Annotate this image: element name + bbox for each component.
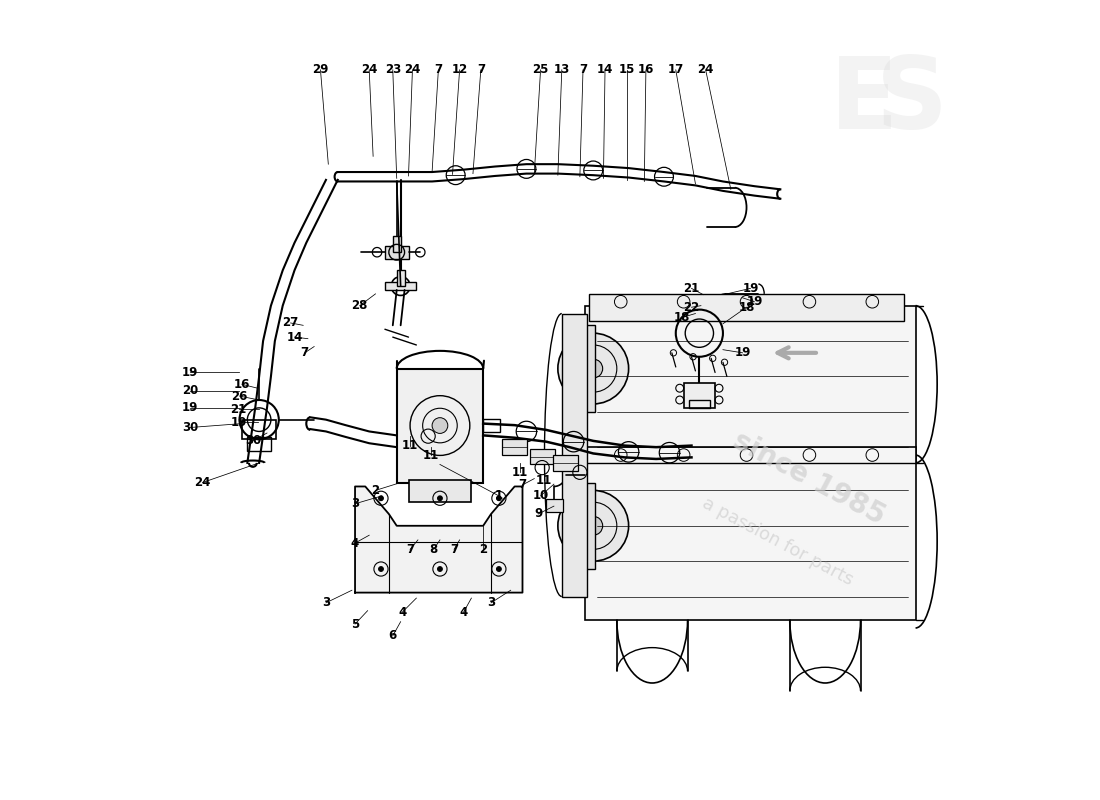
Polygon shape — [355, 486, 522, 593]
Text: 30: 30 — [182, 421, 198, 434]
Text: 3: 3 — [487, 596, 495, 610]
Text: 7: 7 — [406, 543, 414, 556]
Text: S: S — [876, 53, 947, 150]
Bar — [562, 314, 587, 597]
Text: 3: 3 — [322, 596, 330, 610]
Text: 21: 21 — [683, 282, 700, 295]
Text: 16: 16 — [638, 63, 654, 76]
Text: 7: 7 — [450, 543, 459, 556]
Text: 23: 23 — [385, 63, 400, 76]
Text: 7: 7 — [579, 63, 587, 76]
Text: 24: 24 — [361, 63, 377, 76]
Text: 4: 4 — [398, 606, 406, 618]
Text: 12: 12 — [451, 63, 468, 76]
Text: 17: 17 — [668, 63, 684, 76]
Bar — [585, 447, 915, 620]
Bar — [689, 400, 710, 408]
Text: a passion for parts: a passion for parts — [700, 494, 857, 589]
Text: 18: 18 — [738, 301, 755, 314]
Text: 7: 7 — [300, 346, 309, 359]
Bar — [546, 499, 563, 512]
Text: 15: 15 — [619, 63, 635, 76]
Circle shape — [378, 566, 383, 571]
Circle shape — [558, 333, 628, 404]
Text: 11: 11 — [402, 439, 418, 452]
Bar — [242, 420, 276, 439]
Text: E: E — [830, 53, 899, 150]
Text: 19: 19 — [735, 346, 751, 359]
Text: 19: 19 — [746, 295, 762, 308]
Bar — [570, 326, 595, 412]
Text: 29: 29 — [312, 63, 329, 76]
Bar — [683, 382, 715, 408]
Text: 24: 24 — [195, 476, 211, 489]
Text: 19: 19 — [182, 366, 198, 379]
Text: 16: 16 — [233, 378, 250, 390]
Circle shape — [432, 418, 448, 434]
Text: 26: 26 — [231, 390, 248, 402]
Circle shape — [438, 496, 442, 501]
Text: 7: 7 — [476, 63, 485, 76]
Text: 9: 9 — [535, 507, 542, 521]
Bar — [553, 455, 579, 470]
Text: 19: 19 — [742, 282, 759, 295]
Text: 4: 4 — [351, 537, 360, 550]
Bar — [397, 369, 483, 482]
Text: 5: 5 — [351, 618, 360, 630]
Bar — [585, 306, 915, 463]
Text: 19: 19 — [231, 415, 246, 429]
Bar — [408, 480, 472, 502]
Bar — [590, 294, 904, 322]
Text: 18: 18 — [674, 311, 691, 324]
Bar — [385, 246, 408, 258]
Text: 11: 11 — [512, 466, 528, 479]
Text: 3: 3 — [351, 498, 359, 510]
Bar — [529, 449, 554, 465]
Text: 22: 22 — [683, 301, 700, 314]
Bar — [393, 237, 400, 252]
Bar — [483, 419, 500, 432]
Text: 7: 7 — [434, 63, 442, 76]
Text: 11: 11 — [422, 449, 439, 462]
Bar — [570, 482, 595, 569]
Bar — [248, 437, 271, 451]
Text: 21: 21 — [231, 403, 246, 416]
Bar — [397, 270, 405, 286]
Circle shape — [496, 566, 502, 571]
Text: 8: 8 — [429, 543, 438, 556]
Text: 24: 24 — [404, 63, 420, 76]
Text: 6: 6 — [388, 630, 397, 642]
Text: 2: 2 — [372, 484, 379, 497]
Text: 25: 25 — [532, 63, 549, 76]
Text: 14: 14 — [597, 63, 613, 76]
Text: 4: 4 — [460, 606, 467, 618]
Circle shape — [584, 359, 603, 378]
Text: 7: 7 — [518, 478, 527, 491]
Circle shape — [438, 566, 442, 571]
Text: since 1985: since 1985 — [728, 426, 890, 530]
Text: 20: 20 — [182, 384, 198, 397]
Text: 30: 30 — [244, 434, 261, 447]
Bar — [502, 439, 527, 455]
Circle shape — [584, 516, 603, 535]
Text: 10: 10 — [532, 490, 549, 502]
Text: 11: 11 — [536, 474, 552, 486]
Text: 24: 24 — [697, 63, 714, 76]
Text: 2: 2 — [480, 543, 487, 556]
Bar — [385, 282, 417, 290]
Text: 14: 14 — [286, 330, 302, 344]
Text: 19: 19 — [182, 402, 198, 414]
Text: 1: 1 — [495, 490, 503, 502]
Circle shape — [378, 496, 383, 501]
Circle shape — [496, 496, 502, 501]
Text: 13: 13 — [553, 63, 570, 76]
Text: 28: 28 — [352, 299, 367, 312]
Text: 27: 27 — [283, 317, 299, 330]
Circle shape — [558, 490, 628, 561]
